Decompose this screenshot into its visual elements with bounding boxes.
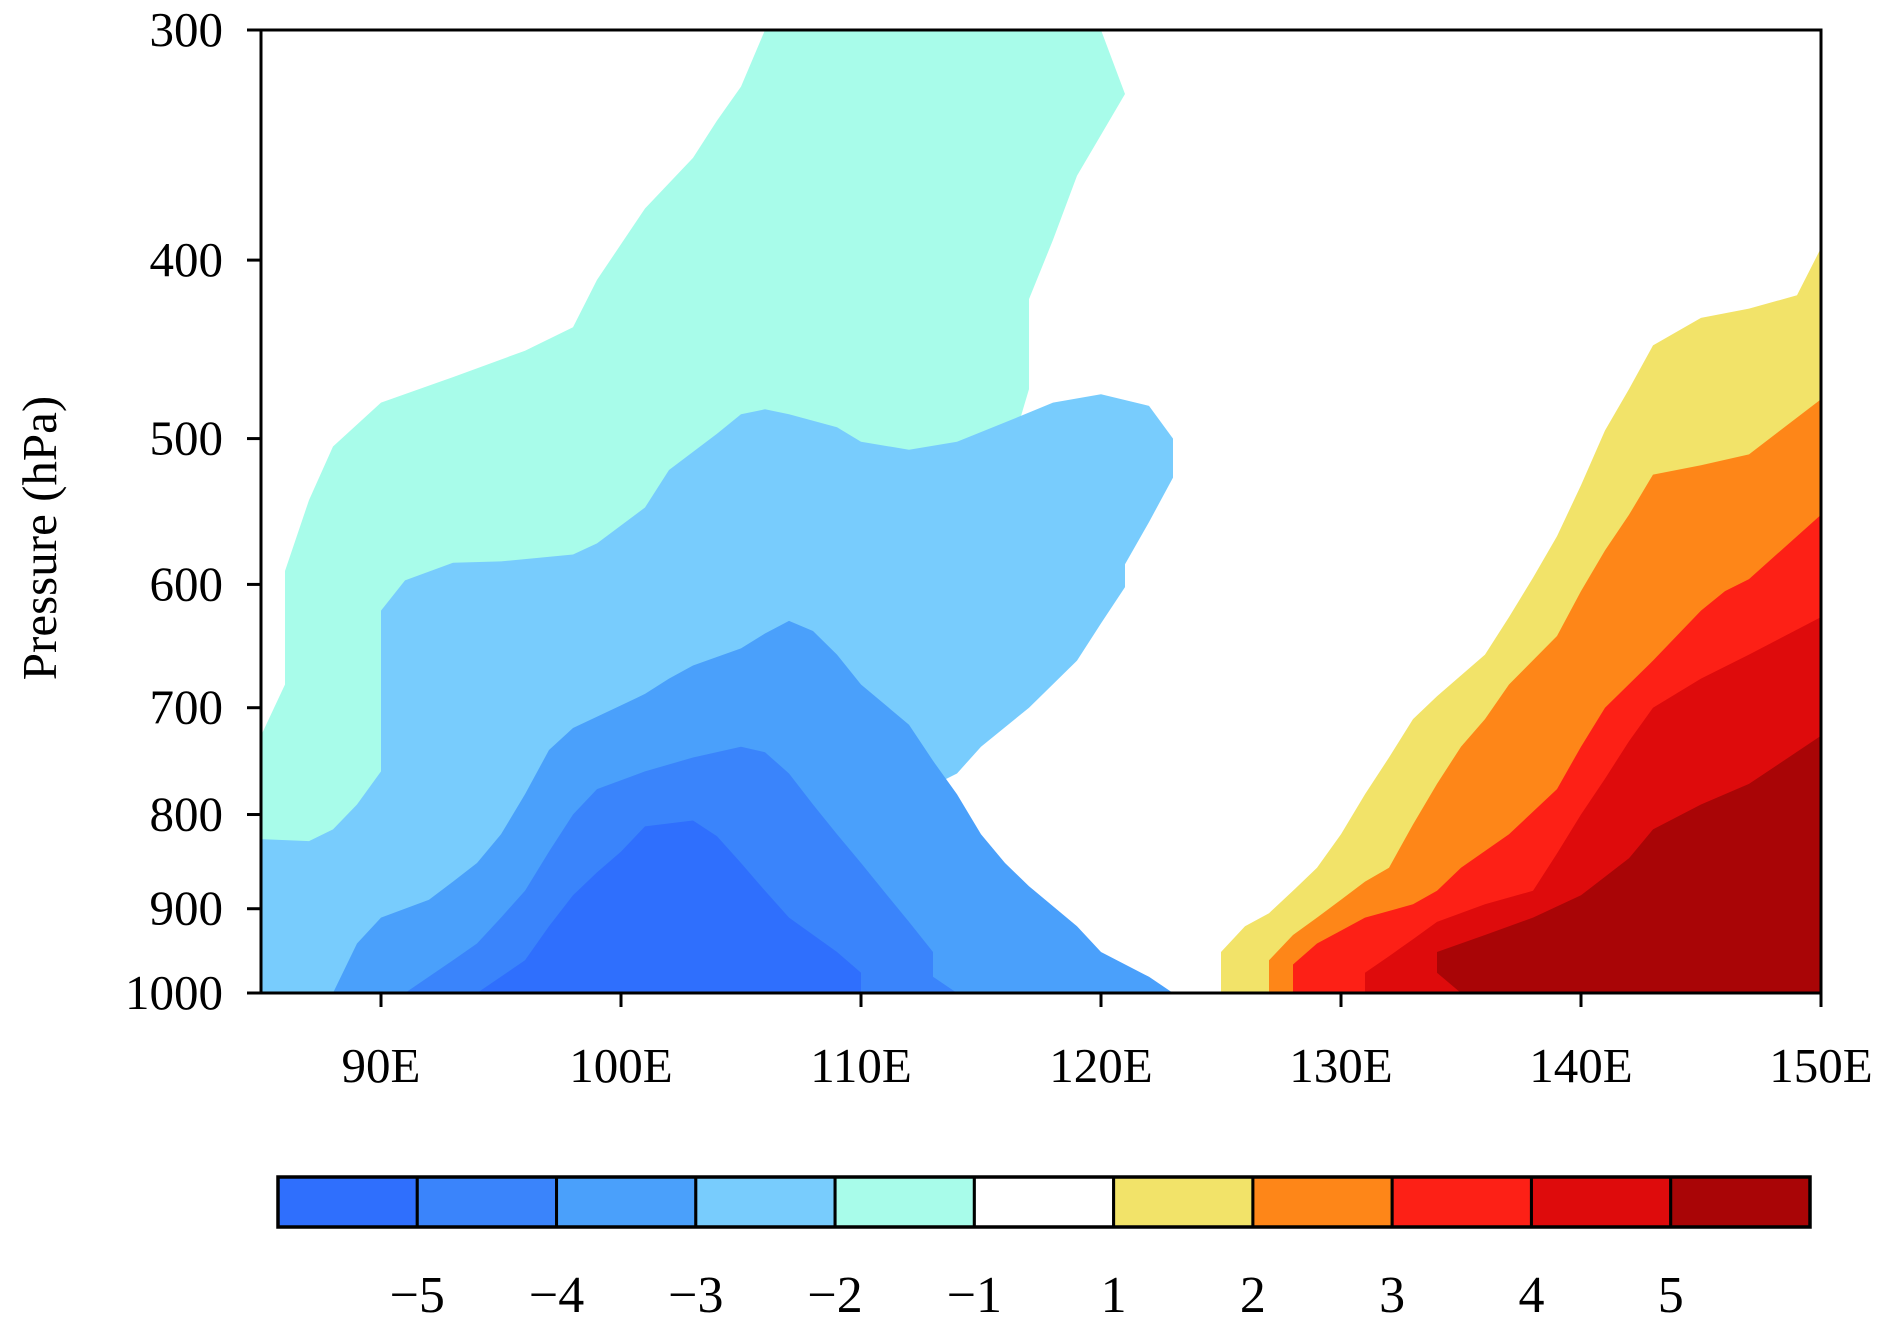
colorbar-label: 1 [1101,1267,1127,1318]
x-tick-label: 130E [1289,1038,1392,1093]
colorbar-segment [415,1175,559,1229]
colorbar-segment [972,1175,1116,1229]
colorbar-segment [1529,1175,1673,1229]
y-axis-label: Pressure (hPa) [12,396,67,680]
y-tick-label: 800 [150,787,224,842]
colorbar-label: −2 [807,1267,862,1318]
contour-regions [261,30,1821,993]
contour-region [477,820,861,993]
y-tick-label: 300 [150,2,224,57]
colorbar-segment [694,1175,837,1229]
contour-region [1437,735,1821,993]
colorbar-segment [1251,1175,1394,1229]
colorbar-segment [276,1175,419,1229]
y-axis: 300 400 500 600 700 800 900 1000 [125,2,261,1020]
colorbar-label: 2 [1240,1267,1266,1318]
y-tick-label: 1000 [125,965,223,1020]
plot-area [259,28,1823,995]
colorbar-label: 3 [1379,1267,1405,1318]
colorbar-label: 5 [1658,1267,1684,1318]
y-tick-label: 600 [150,556,224,611]
x-axis: 90E 100E 110E 120E 130E 140E 150E [342,993,1873,1093]
colorbar-label: −3 [668,1267,723,1318]
y-tick-label: 400 [150,232,224,287]
colorbar-label: −1 [947,1267,1002,1318]
x-tick-label: 140E [1529,1038,1632,1093]
colorbar-segment [1112,1175,1255,1229]
plot-frame [259,28,1823,995]
colorbar-segment [1390,1175,1533,1229]
colorbar-segment [833,1175,976,1229]
y-tick-label: 700 [150,680,224,735]
colorbar-label: 4 [1518,1267,1544,1318]
y-tick-label: 500 [150,411,224,466]
x-tick-label: 90E [342,1038,421,1093]
colorbar-segment [1669,1175,1812,1229]
colorbar: −5 −4 −3 −2 −1 1 2 3 4 5 [276,1175,1812,1318]
x-tick-label: 120E [1049,1038,1152,1093]
colorbar-label: −5 [390,1267,445,1318]
y-tick-label: 900 [150,881,224,936]
colorbar-label: −4 [529,1267,584,1318]
colorbar-segment [555,1175,698,1229]
x-tick-label: 100E [569,1038,672,1093]
colorbar-frame [276,1175,1812,1229]
x-tick-label: 150E [1769,1038,1872,1093]
x-tick-label: 110E [810,1038,912,1093]
